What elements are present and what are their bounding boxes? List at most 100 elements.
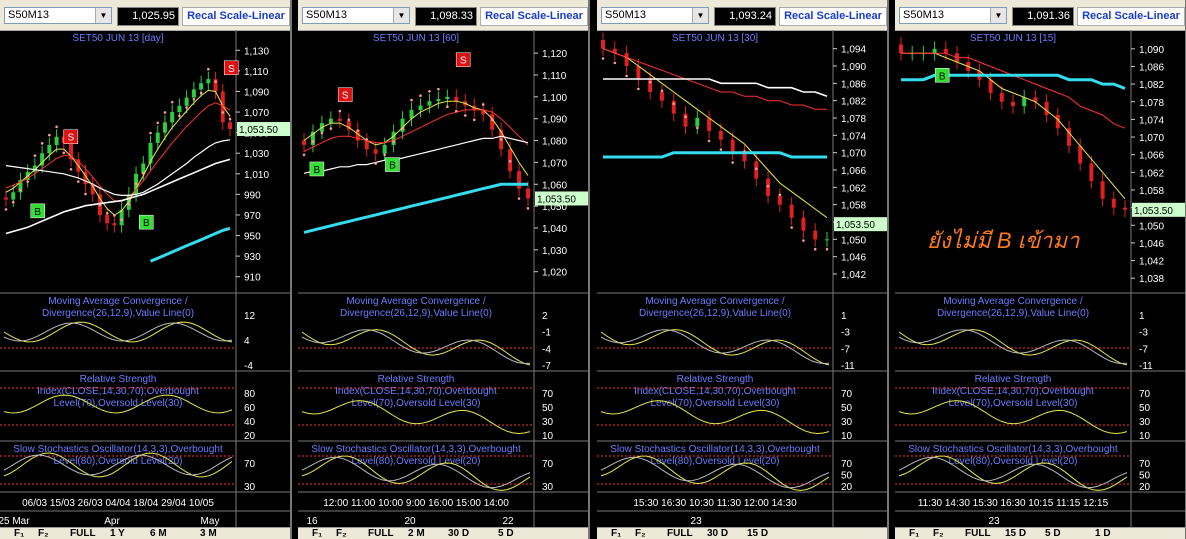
- price-chart[interactable]: SET50 JUN 13 [day] 1,130 1,110 1,090 1,070 1,…: [0, 30, 292, 527]
- candle-body: [400, 118, 405, 132]
- chevron-down-icon[interactable]: ▼: [990, 8, 1006, 23]
- sar-dot: [707, 139, 711, 143]
- candle-body: [54, 136, 59, 145]
- symbol-select[interactable]: S50M13 ▼: [4, 7, 112, 24]
- y-tick-label: 1,060: [542, 180, 567, 191]
- range-button[interactable]: F₁: [14, 528, 25, 539]
- range-button[interactable]: FULL: [70, 528, 96, 539]
- moving-average-line: [602, 48, 827, 110]
- range-button[interactable]: F₂: [933, 528, 944, 539]
- range-button[interactable]: F₁: [312, 528, 323, 539]
- candle-body: [119, 209, 124, 226]
- buy-signal-marker[interactable]: B: [934, 68, 950, 83]
- buy-signal-marker[interactable]: B: [30, 203, 46, 219]
- candle-body: [490, 114, 495, 130]
- sar-dot: [719, 148, 723, 151]
- range-button[interactable]: FULL: [667, 528, 693, 539]
- buy-signal-marker[interactable]: B: [309, 161, 325, 177]
- candle-body: [921, 53, 926, 55]
- indicator-tick-label: 30: [1139, 417, 1151, 428]
- last-price-label: 1,053.50: [1132, 202, 1185, 217]
- sell-signal-marker[interactable]: S: [337, 87, 353, 102]
- range-button[interactable]: 15 D: [1005, 528, 1027, 539]
- chevron-down-icon[interactable]: ▼: [393, 8, 409, 23]
- range-button[interactable]: 6 M: [150, 528, 167, 539]
- indicator-title: Level(70),Oversold Level(30): [352, 398, 481, 409]
- indicator-title: Relative Strength: [378, 374, 455, 385]
- candle-body: [1022, 97, 1027, 107]
- range-button[interactable]: 15 D: [747, 528, 769, 539]
- indicator-tick-label: 20: [1139, 482, 1151, 493]
- indicator-tick-label: 20: [841, 482, 853, 493]
- range-button[interactable]: FULL: [965, 528, 991, 539]
- candle-body: [409, 109, 414, 119]
- candle-body: [789, 204, 794, 218]
- sell-signal-marker[interactable]: S: [455, 52, 471, 67]
- indicator-title: Moving Average Convergence /: [645, 296, 785, 307]
- recal-scale-button[interactable]: Recal Scale-Linear: [182, 7, 290, 26]
- indicator-tick-label: 70: [841, 459, 853, 470]
- candle-body: [517, 171, 522, 189]
- indicator-tick-label: 2: [542, 311, 548, 322]
- sell-signal-marker[interactable]: S: [224, 60, 239, 76]
- symbol-select[interactable]: S50M13 ▼: [302, 7, 410, 24]
- range-button[interactable]: 5 D: [498, 528, 514, 539]
- indicator-tick-label: -4: [542, 344, 551, 355]
- signal-line: [898, 329, 1128, 365]
- range-button[interactable]: 2 M: [408, 528, 425, 539]
- price-readout: 1,093.24: [714, 7, 776, 26]
- x-axis-period-label: 23: [989, 516, 1001, 527]
- sar-dot: [347, 118, 351, 122]
- price-chart[interactable]: SET50 JUN 13 [60] 1,120 1,110 1,100 1,090 1,0…: [298, 30, 590, 527]
- range-button[interactable]: 3 M: [200, 528, 217, 539]
- x-axis-labels: 15:30 16:30 10:30 11:30 12:00 14:30: [633, 498, 797, 509]
- chevron-down-icon[interactable]: ▼: [692, 8, 708, 23]
- sar-dot: [207, 67, 210, 71]
- indicator-tick-label: -7: [542, 361, 551, 372]
- candle-body: [636, 66, 641, 79]
- y-tick-label: 1,086: [1139, 62, 1164, 73]
- sar-dot: [526, 207, 530, 210]
- range-button[interactable]: 5 D: [1045, 528, 1061, 539]
- moving-average-line: [901, 52, 1126, 129]
- sar-dot: [4, 208, 8, 211]
- chart-panel: S50M13 ▼ 1,093.24 Recal Scale-Linear SET50 J…: [597, 0, 889, 539]
- buy-signal-marker[interactable]: B: [385, 157, 400, 172]
- sell-signal-marker[interactable]: S: [63, 129, 79, 144]
- recal-scale-button[interactable]: Recal Scale-Linear: [779, 7, 887, 26]
- range-button[interactable]: F₁: [611, 528, 622, 539]
- candle-body: [213, 79, 218, 92]
- range-button[interactable]: 30 D: [707, 528, 729, 539]
- candle-body: [730, 139, 735, 153]
- sar-dot: [40, 142, 44, 145]
- range-button[interactable]: F₁: [909, 528, 920, 539]
- sar-dot: [813, 247, 817, 251]
- candle-body: [648, 79, 653, 92]
- y-tick-label: 1,090: [542, 115, 567, 126]
- symbol-text: S50M13: [306, 9, 347, 21]
- range-button[interactable]: 30 D: [448, 528, 470, 539]
- price-chart[interactable]: SET50 JUN 13 [30] 1,094 1,090 1,086 1,082 1,0…: [597, 30, 889, 527]
- symbol-select[interactable]: S50M13 ▼: [601, 7, 709, 24]
- indicator-tick-label: 50: [841, 403, 853, 414]
- rsi-line: [301, 400, 531, 435]
- range-button[interactable]: 1 Y: [110, 528, 125, 539]
- symbol-select[interactable]: S50M13 ▼: [899, 7, 1007, 24]
- range-buttons-bar: F₁ F₂ FULL 1 Y 6 M 3 M: [0, 527, 290, 539]
- price-chart[interactable]: SET50 JUN 13 [15] 1,090 1,086 1,082 1,078 1,0…: [895, 30, 1186, 527]
- sar-dot: [383, 153, 386, 157]
- recal-scale-button[interactable]: Recal Scale-Linear: [1077, 7, 1185, 26]
- range-button[interactable]: 1 D: [1095, 528, 1111, 539]
- sar-dot: [684, 115, 687, 119]
- range-button[interactable]: F₂: [336, 528, 347, 539]
- range-button[interactable]: F₂: [635, 528, 646, 539]
- range-button[interactable]: FULL: [368, 528, 394, 539]
- chevron-down-icon[interactable]: ▼: [95, 8, 111, 23]
- range-button[interactable]: F₂: [38, 528, 49, 539]
- last-price-label: 1,053.50: [535, 191, 588, 206]
- recal-scale-button[interactable]: Recal Scale-Linear: [480, 7, 588, 26]
- x-axis-period-label: 25 Mar: [0, 516, 30, 527]
- stochastic-k-line: [3, 452, 233, 478]
- buy-signal-marker[interactable]: B: [139, 214, 154, 230]
- candle-body: [11, 192, 16, 200]
